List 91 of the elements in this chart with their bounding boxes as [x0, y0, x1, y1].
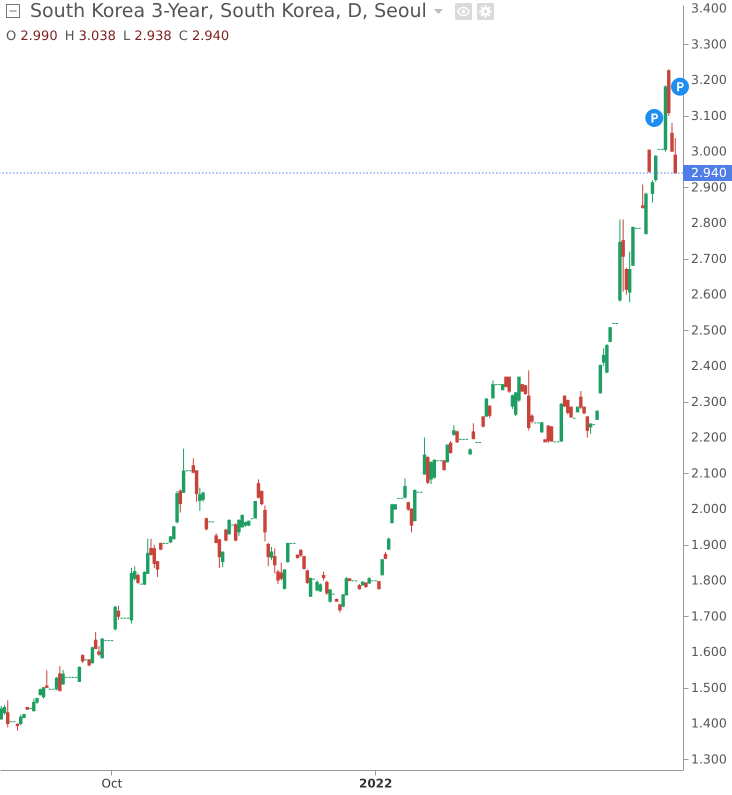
candlestick: [0, 705, 3, 720]
x-tick-label: Oct: [102, 776, 123, 790]
candlestick: [58, 665, 62, 692]
y-tick-label: 3.100: [691, 108, 727, 123]
candlestick: [6, 700, 10, 728]
candlestick: [481, 416, 485, 428]
candlestick: [608, 326, 612, 343]
candlestick: [266, 542, 270, 567]
candlestick: [504, 376, 508, 388]
y-tick-label: 2.200: [691, 430, 727, 445]
candlestick: [172, 525, 176, 540]
y-tick-label: 3.400: [691, 0, 727, 16]
candlestick: [488, 404, 492, 418]
candlestick: [19, 714, 22, 726]
candlestick: [566, 399, 570, 415]
y-tick-label: 1.700: [691, 608, 727, 624]
candlestick: [386, 537, 390, 550]
candlestick: [45, 670, 49, 688]
candlestick: [315, 580, 319, 592]
y-tick-label: 3.000: [691, 144, 727, 159]
candlestick: [507, 376, 511, 394]
candlestick: [588, 422, 592, 434]
y-tick-label: 1.300: [691, 751, 727, 766]
text: O 2.990 H 3.038 L 2.938 C 2.940: [6, 29, 230, 44]
y-tick-label: 1.900: [691, 536, 727, 552]
candlestick: [198, 487, 202, 512]
x-tick-label: 2022: [358, 776, 392, 790]
y-tick-label: 2.900: [691, 179, 727, 194]
candlestick: [654, 154, 658, 182]
candlestick: [647, 148, 651, 174]
candlestick: [61, 669, 65, 686]
candlestick: [204, 517, 208, 531]
candlestick: [182, 448, 186, 494]
candlestick: [621, 218, 625, 292]
y-tick-label: 2.600: [691, 286, 727, 302]
y-tick-label: 2.400: [691, 358, 727, 374]
candlestick: [253, 501, 257, 518]
candlestick: [227, 518, 231, 536]
candlestick: [234, 522, 238, 542]
candlestick: [325, 580, 329, 596]
candlestick: [32, 698, 36, 712]
candlestick: [308, 577, 312, 598]
y-tick-label: 2.100: [691, 465, 727, 480]
candlestick: [218, 538, 222, 569]
candlestick: [452, 424, 456, 436]
y-tick-label: 1.500: [691, 680, 727, 695]
candlestick: [328, 588, 332, 604]
candlestick: [113, 605, 117, 632]
candlestick: [422, 437, 426, 476]
candlestick: [429, 460, 433, 485]
candlestick: [448, 440, 452, 454]
y-tick-label: 2.000: [691, 501, 727, 516]
candlestick: [674, 137, 677, 174]
y-tick-label: 2.800: [691, 215, 727, 230]
candlestick: [640, 184, 644, 210]
candlestick: [472, 422, 476, 440]
y-tick-label: 2.700: [691, 250, 727, 266]
candlestick: [579, 390, 583, 410]
ref-line-label: 2.940: [691, 165, 727, 180]
y-tick-label: 1.600: [691, 644, 727, 660]
candlestick: [650, 180, 654, 204]
candlestick: [491, 380, 495, 400]
candlestick: [280, 562, 283, 582]
candlestick: [136, 572, 140, 585]
y-tick-label: 1.400: [691, 716, 727, 731]
candlestick: [446, 444, 450, 464]
candlestick: [455, 430, 459, 444]
candlestick: [224, 528, 228, 542]
y-tick-label: 3.200: [691, 72, 727, 88]
candlestick: [540, 421, 544, 434]
candlestick: [586, 416, 590, 438]
chart-title: South Korea 3-Year, South Korea, D, Seoul: [30, 0, 427, 22]
y-tick-label: 2.300: [691, 394, 727, 409]
candlestick: [546, 424, 550, 444]
candlestick: [484, 398, 488, 418]
candlestick: [286, 542, 290, 564]
candlestick: [237, 518, 241, 536]
candlestick: [42, 686, 46, 700]
candlestick: [54, 676, 58, 691]
candlestick: [90, 646, 94, 664]
y-tick-label: 3.300: [691, 36, 727, 52]
candlestick: [116, 605, 120, 620]
candlestick: [178, 488, 182, 514]
candlestick: [270, 546, 274, 560]
candlestick: [220, 551, 224, 568]
y-tick-label: 1.800: [691, 572, 727, 588]
y-tick-label: 2.500: [691, 322, 727, 338]
candlestick: [380, 558, 384, 576]
candlestick: [442, 460, 446, 471]
candlestick: [78, 666, 82, 683]
candlestick: [100, 637, 104, 659]
